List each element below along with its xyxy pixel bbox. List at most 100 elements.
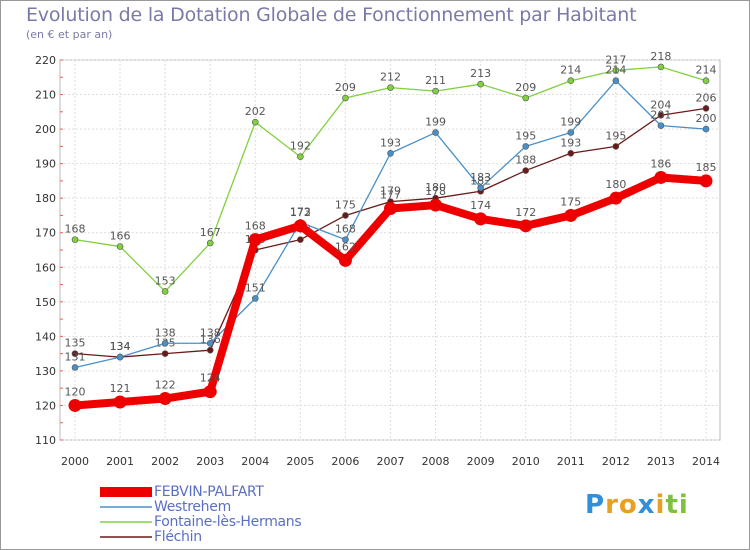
y-tick-label: 140 [35,330,56,343]
data-point [522,143,530,150]
y-tick-label: 180 [35,192,56,205]
data-label: 192 [290,140,311,153]
data-label: 211 [425,74,446,87]
data-point [387,84,394,91]
data-point [699,174,713,188]
data-point [71,364,79,371]
legend-swatch-flechin [100,535,152,538]
data-label: 201 [650,109,671,122]
data-point [384,202,397,216]
x-tick-label: 2009 [467,455,495,468]
x-tick-label: 2003 [196,455,224,468]
data-label: 166 [110,230,131,243]
legend: FEBVIN-PALFART Westrehem Fontaine-lès-He… [100,483,302,545]
x-tick-label: 2002 [151,455,179,468]
data-point [71,236,79,243]
data-label: 199 [560,116,581,129]
x-tick-label: 2001 [106,455,134,468]
y-tick-label: 120 [35,399,56,412]
data-label: 193 [560,136,581,149]
data-label: 168 [245,220,266,233]
legend-label-febvin-palfart: FEBVIN-PALFART [154,483,264,500]
proxiti-logo: Proxiti [585,490,689,520]
data-point [567,129,575,136]
legend-item-fontaine: Fontaine-lès-Hermans [100,514,302,530]
legend-swatch-fontaine [100,520,152,523]
chart-title: Evolution de la Dotation Globale de Fonc… [26,4,637,26]
logo-letter: i [655,490,666,520]
data-label: 193 [380,136,401,149]
data-point [432,87,439,95]
data-label: 135 [65,337,86,350]
y-tick-label: 110 [35,434,56,447]
data-label: 206 [696,91,717,104]
data-point [702,105,710,112]
x-tick-label: 2008 [422,455,450,468]
data-label: 168 [65,223,86,236]
data-label: 153 [155,274,176,287]
data-point [297,236,304,243]
data-label: 195 [515,129,536,142]
data-point [113,395,127,409]
data-point [203,385,217,399]
data-label: 175 [335,198,356,211]
data-point [293,219,307,233]
legend-swatch-westrehem [100,505,152,508]
data-label: 122 [155,379,176,392]
data-label: 213 [470,67,491,80]
data-label: 209 [335,81,356,94]
data-point [522,94,530,102]
data-point [68,398,82,412]
data-point [206,346,214,354]
data-label: 186 [650,157,671,170]
data-label: 212 [380,71,401,84]
data-point [387,149,394,157]
logo-letter: x [637,490,656,520]
data-label: 217 [605,53,626,66]
data-point [342,94,349,102]
data-point [522,167,530,174]
data-label: 134 [110,340,131,353]
data-label: 124 [200,372,221,385]
data-label: 162 [335,240,356,253]
data-label: 134 [110,340,131,353]
logo-letter: i [678,490,689,520]
data-point [654,170,668,184]
chart-subtitle: (en € et par an) [26,28,113,41]
data-point [612,67,620,74]
data-point [702,125,710,133]
data-label: 214 [605,64,626,77]
data-label: 174 [470,199,491,212]
data-label: 180 [425,181,446,194]
x-tick-label: 2011 [557,455,585,468]
x-tick-label: 2014 [692,455,720,468]
data-label: 200 [696,112,717,125]
data-point [297,153,304,161]
data-point [248,233,262,247]
data-point [116,353,124,361]
data-point [612,77,620,85]
data-point [519,219,533,233]
legend-item-febvin-palfart: FEBVIN-PALFART [100,483,301,500]
data-point [429,198,443,212]
data-label: 180 [605,178,626,191]
data-point [657,63,665,71]
data-label: 168 [335,223,356,236]
legend-label-flechin: Fléchin [154,528,202,545]
data-point [161,339,169,347]
y-tick-label: 190 [35,158,56,171]
data-label: 178 [425,185,446,198]
y-tick-label: 210 [35,89,56,102]
data-label: 204 [650,98,671,111]
data-label: 131 [65,350,86,363]
logo-letter: t [665,490,679,520]
y-tick-label: 170 [35,227,56,240]
data-point [567,77,575,85]
data-label: 182 [470,174,491,187]
legend-swatch-febvin-palfart [100,486,152,497]
y-tick-label: 150 [35,296,56,309]
data-point [206,239,214,247]
data-point [657,111,665,119]
data-label: 177 [380,189,401,202]
data-label: 175 [560,195,581,208]
